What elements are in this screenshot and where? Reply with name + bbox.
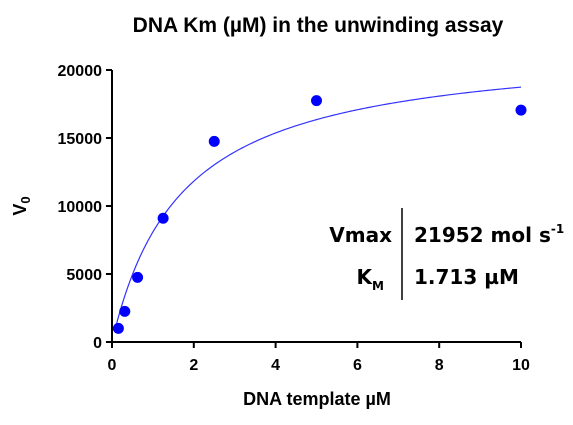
fit-curve: [115, 86, 522, 326]
y-tick-label: 10000: [58, 199, 103, 216]
km-label: KM: [357, 265, 384, 293]
parameter-table: Vmax 21952 mol s-1 KM 1.713 µM: [329, 208, 564, 300]
data-point: [157, 212, 169, 224]
y-tick-label: 20000: [58, 63, 103, 80]
data-point: [208, 135, 220, 147]
km-label-sub: M: [372, 279, 384, 293]
y-axis-label: V0: [10, 196, 33, 215]
x-tick-label: 6: [353, 357, 362, 374]
x-axis-label: DNA template µM: [243, 389, 391, 409]
data-point: [119, 305, 131, 317]
vmax-value: 21952 mol s-1: [414, 222, 564, 247]
km-label-main: K: [357, 265, 374, 289]
chart-title: DNA Km (µM) in the unwinding assay: [133, 14, 504, 37]
y-axis-label-sub: 0: [18, 196, 33, 203]
x-tick-label: 2: [189, 357, 198, 374]
vmax-value-main: 21952 mol s: [414, 223, 551, 247]
data-point: [311, 95, 322, 107]
data-point: [132, 271, 144, 283]
x-tick-label: 4: [271, 357, 280, 374]
vmax-unit-sup: -1: [551, 222, 564, 236]
y-tick-label: 15000: [58, 131, 103, 148]
y-ticks: 0 5000 10000 15000 20000: [58, 63, 112, 352]
svg-text:V0: V0: [10, 196, 33, 215]
y-tick-label: 0: [93, 335, 102, 352]
vmax-label: Vmax: [329, 223, 392, 247]
y-tick-label: 5000: [66, 267, 102, 284]
axes: [111, 70, 521, 343]
km-value: 1.713 µM: [414, 265, 519, 289]
data-points: [112, 95, 527, 334]
data-point: [112, 322, 124, 334]
data-point: [515, 104, 527, 116]
y-axis-label-main: V: [10, 204, 30, 216]
x-tick-label: 8: [435, 357, 444, 374]
x-tick-label: 0: [108, 357, 117, 374]
x-ticks: 0 2 4 6 8 10: [108, 342, 530, 374]
x-tick-label: 10: [512, 357, 530, 374]
